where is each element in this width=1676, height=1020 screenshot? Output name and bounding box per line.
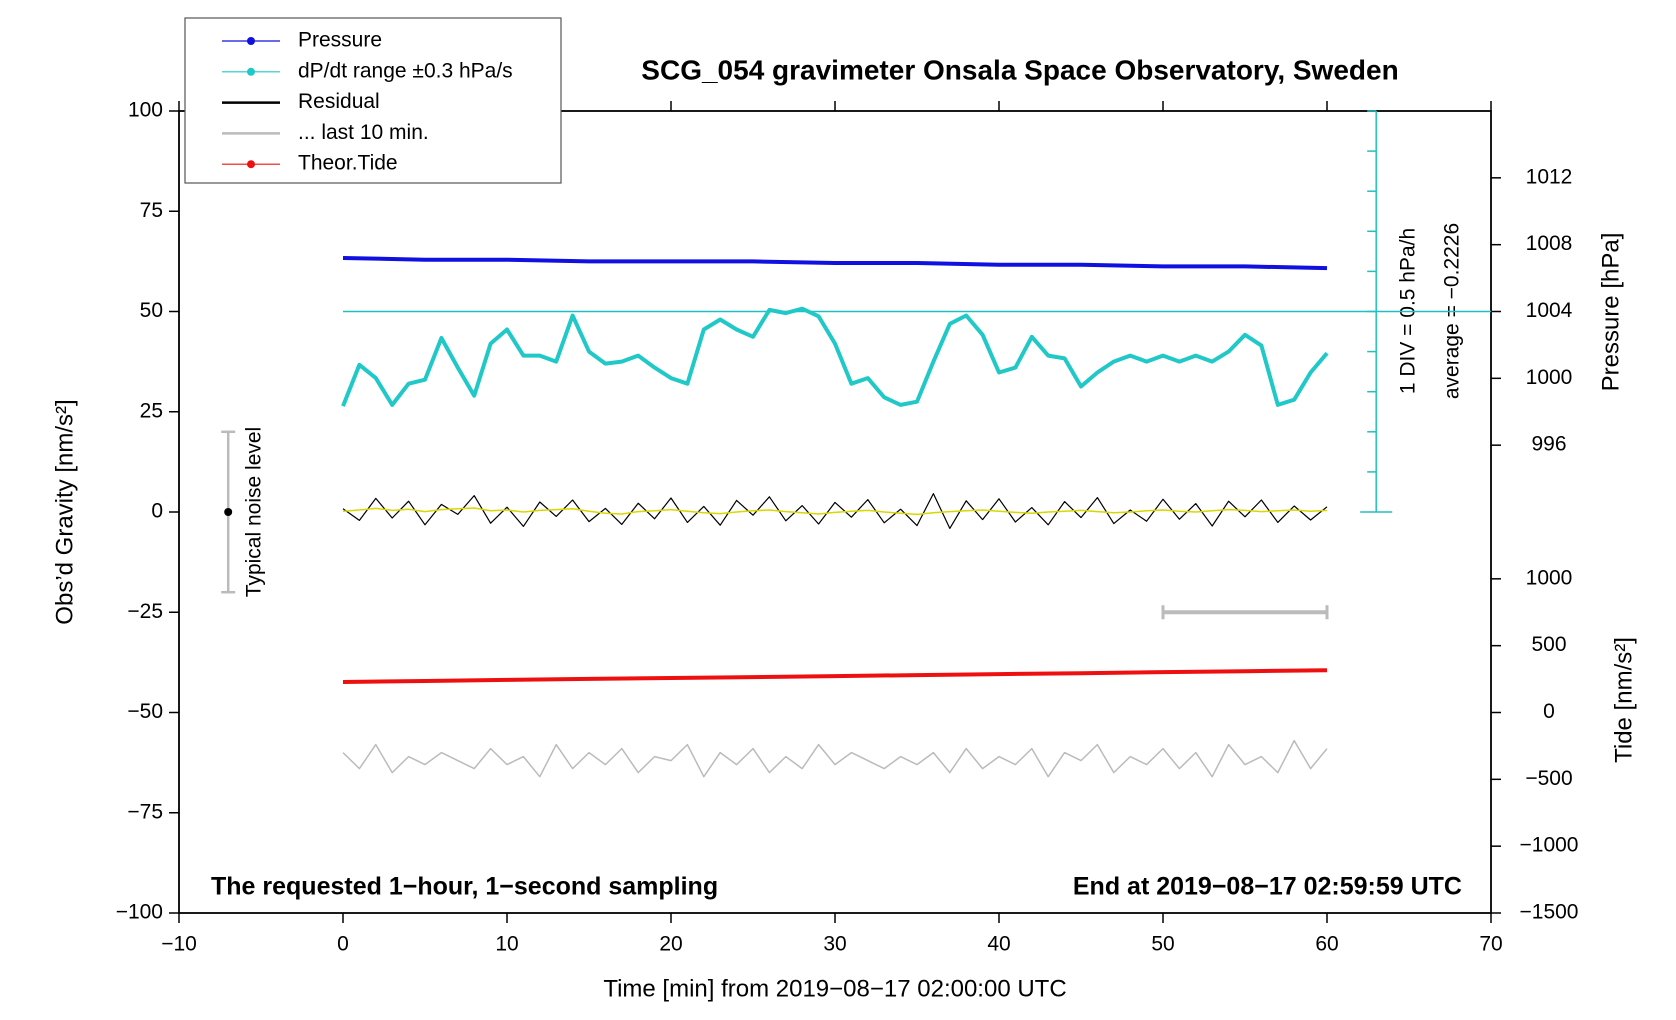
x-axis-label: Time [min] from 2019−08−17 02:00:00 UTC — [603, 975, 1066, 1002]
series-line — [342, 493, 1328, 530]
y-tick-label: 0 — [151, 500, 163, 523]
noise-center — [224, 508, 233, 516]
y2-tick-label: 1004 — [1526, 299, 1573, 322]
noise-label: Typical noise level — [243, 427, 266, 597]
y2-tick-label: 996 — [1531, 433, 1566, 456]
x-tick-label: 30 — [823, 933, 846, 956]
legend-label: Residual — [298, 90, 380, 113]
y3-tick-label: 1000 — [1526, 566, 1573, 589]
y-tick-label: −100 — [116, 901, 163, 924]
y-tick-label: −50 — [127, 700, 163, 723]
y3-tick-label: −1000 — [1520, 834, 1579, 857]
y3-axis-label: Tide [nm/s²] — [1610, 637, 1637, 763]
footer-right: End at 2019−08−17 02:59:59 UTC — [1073, 873, 1462, 901]
x-tick-label: 40 — [987, 933, 1010, 956]
series-line — [342, 507, 1328, 516]
y-axis-label: Obs’d Gravity [nm/s²] — [51, 399, 78, 624]
x-tick-label: 10 — [495, 933, 518, 956]
y-tick-label: 25 — [140, 399, 163, 422]
legend-dot — [247, 160, 255, 169]
x-tick-label: 0 — [337, 933, 349, 956]
legend-dot — [247, 67, 255, 76]
series-line — [342, 668, 1328, 684]
y-tick-label: 100 — [128, 99, 163, 122]
legend-label: Pressure — [298, 29, 382, 52]
y-tick-label: 75 — [140, 199, 163, 222]
legend-label: Theor.Tide — [298, 152, 398, 175]
y2-tick-label: 1012 — [1526, 165, 1573, 188]
legend-dot — [247, 37, 255, 45]
legend-label: dP/dt range ±0.3 hPa/s — [298, 59, 513, 82]
x-tick-label: 70 — [1479, 933, 1502, 956]
x-tick-label: 60 — [1315, 933, 1338, 956]
chart-title: SCG_054 gravimeter Onsala Space Observat… — [641, 54, 1398, 85]
y2-tick-label: 1008 — [1526, 232, 1573, 255]
y-tick-label: −75 — [127, 800, 163, 823]
x-tick-label: 20 — [659, 933, 682, 956]
y2-axis-label: Pressure [hPa] — [1597, 233, 1624, 392]
y-tick-label: −25 — [127, 600, 163, 623]
y3-tick-label: 500 — [1531, 633, 1566, 656]
y-tick-label: 50 — [140, 299, 163, 322]
series-line — [342, 739, 1328, 778]
y3-tick-label: −1500 — [1520, 901, 1579, 924]
legend-box — [184, 17, 562, 184]
y3-tick-label: −500 — [1525, 767, 1572, 790]
x-tick-label: 50 — [1151, 933, 1174, 956]
series-line — [341, 306, 1329, 407]
y2-tick-label: 1000 — [1526, 366, 1573, 389]
y3-tick-label: 0 — [1543, 700, 1555, 723]
x-tick-label: −10 — [161, 933, 197, 956]
footer-left: The requested 1−hour, 1−second sampling — [211, 873, 718, 901]
legend-label: ... last 10 min. — [298, 121, 429, 144]
series-line — [342, 256, 1328, 271]
